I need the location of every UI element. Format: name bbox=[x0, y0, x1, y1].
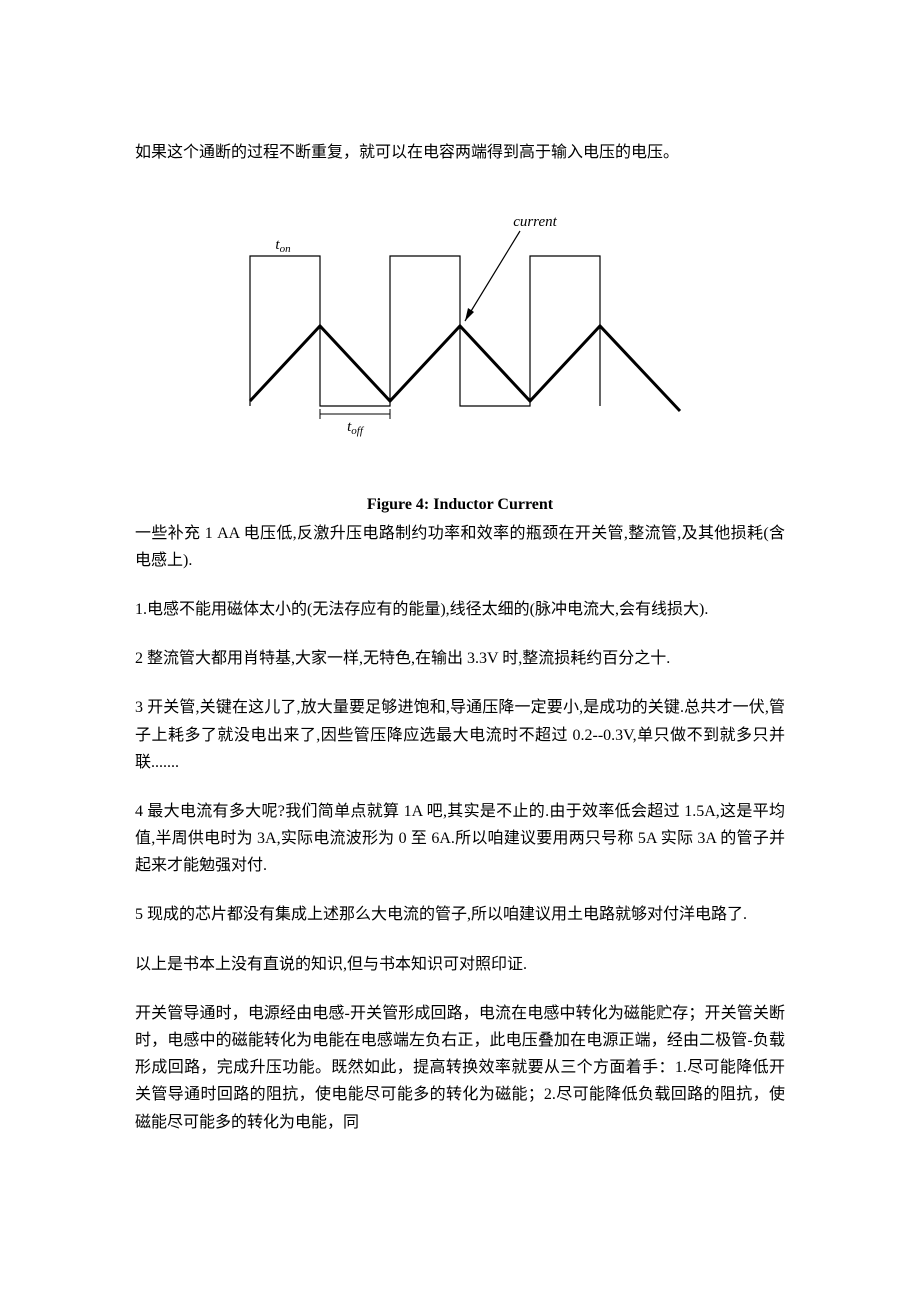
inductor-current-diagram: ton toff Inductor current bbox=[230, 216, 690, 486]
inductor-current-line bbox=[250, 326, 680, 411]
ton-label: ton bbox=[275, 237, 291, 255]
arrow-line bbox=[465, 231, 520, 321]
paragraph-6: 以上是书本上没有直说的知识,但与书本知识可对照印证. bbox=[135, 951, 785, 978]
intro-text: 如果这个通断的过程不断重复，就可以在电容两端得到高于输入电压的电压。 bbox=[135, 140, 785, 166]
figure-caption: Figure 4: Inductor Current bbox=[135, 496, 785, 514]
paragraph-4: 4 最大电流有多大呢?我们简单点就算 1A 吧,其实是不止的.由于效率低会超过 … bbox=[135, 798, 785, 880]
paragraph-7: 开关管导通时，电源经由电感-开关管形成回路，电流在电感中转化为磁能贮存；开关管关… bbox=[135, 1000, 785, 1136]
inductor-label-line2: current bbox=[513, 216, 557, 230]
toff-label: toff bbox=[347, 419, 365, 437]
paragraph-3: 3 开关管,关键在这儿了,放大量要足够进饱和,导通压降一定要小,是成功的关键.总… bbox=[135, 694, 785, 776]
paragraph-1: 1.电感不能用磁体太小的(无法存应有的能量),线径太细的(脉冲电流大,会有线损大… bbox=[135, 596, 785, 623]
arrow-head bbox=[465, 308, 474, 321]
paragraph-5: 5 现成的芯片都没有集成上述那么大电流的管子,所以咱建议用土电路就够对付洋电路了… bbox=[135, 901, 785, 928]
paragraph-0: 一些补充 1 AA 电压低,反激升压电路制约功率和效率的瓶颈在开关管,整流管,及… bbox=[135, 520, 785, 574]
paragraph-2: 2 整流管大都用肖特基,大家一样,无特色,在输出 3.3V 时,整流损耗约百分之… bbox=[135, 645, 785, 672]
